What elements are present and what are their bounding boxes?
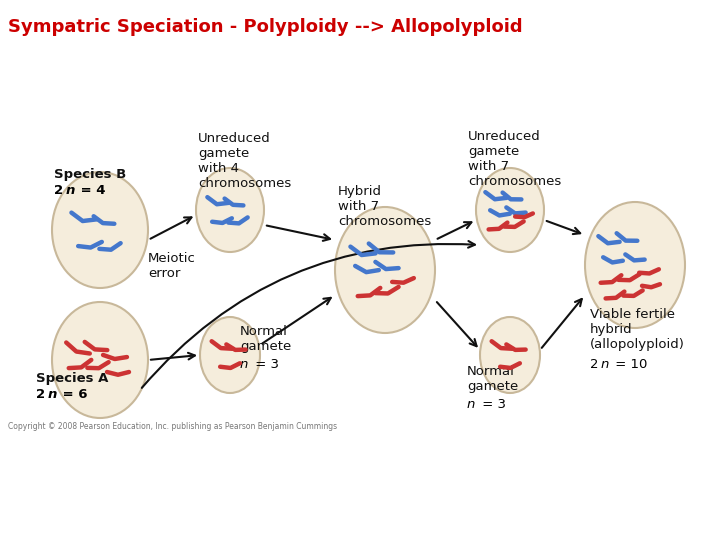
- Text: = 4: = 4: [76, 184, 106, 197]
- Ellipse shape: [335, 207, 435, 333]
- Text: n: n: [601, 358, 609, 371]
- Ellipse shape: [196, 168, 264, 252]
- Text: Normal
gamete: Normal gamete: [467, 365, 518, 393]
- Ellipse shape: [52, 302, 148, 418]
- Text: Unreduced
gamete
with 4
chromosomes: Unreduced gamete with 4 chromosomes: [198, 132, 292, 190]
- Text: Sympatric Speciation - Polyploidy --> Allopolyploid: Sympatric Speciation - Polyploidy --> Al…: [8, 18, 523, 36]
- Text: = 10: = 10: [611, 358, 647, 371]
- Text: n: n: [66, 184, 76, 197]
- Text: Species A: Species A: [36, 372, 109, 385]
- Ellipse shape: [52, 172, 148, 288]
- Text: 2: 2: [590, 358, 598, 371]
- Text: = 3: = 3: [478, 398, 506, 411]
- Text: n: n: [467, 398, 475, 411]
- Ellipse shape: [200, 317, 260, 393]
- Ellipse shape: [476, 168, 544, 252]
- Ellipse shape: [585, 202, 685, 328]
- Text: Viable fertile
hybrid
(allopolyploid): Viable fertile hybrid (allopolyploid): [590, 308, 685, 351]
- Text: 2: 2: [54, 184, 63, 197]
- Text: Unreduced
gamete
with 7
chromosomes: Unreduced gamete with 7 chromosomes: [468, 130, 562, 188]
- Text: n: n: [48, 388, 58, 401]
- Text: Copyright © 2008 Pearson Education, Inc. publishing as Pearson Benjamin Cummings: Copyright © 2008 Pearson Education, Inc.…: [8, 422, 337, 431]
- Text: Normal
gamete: Normal gamete: [240, 325, 292, 353]
- Text: = 3: = 3: [251, 358, 279, 371]
- Text: Meiotic
error: Meiotic error: [148, 252, 196, 280]
- Text: n: n: [240, 358, 248, 371]
- Text: = 6: = 6: [58, 388, 88, 401]
- Text: Hybrid
with 7
chromosomes: Hybrid with 7 chromosomes: [338, 185, 431, 228]
- Ellipse shape: [480, 317, 540, 393]
- Text: Species B: Species B: [54, 168, 126, 181]
- Text: 2: 2: [36, 388, 45, 401]
